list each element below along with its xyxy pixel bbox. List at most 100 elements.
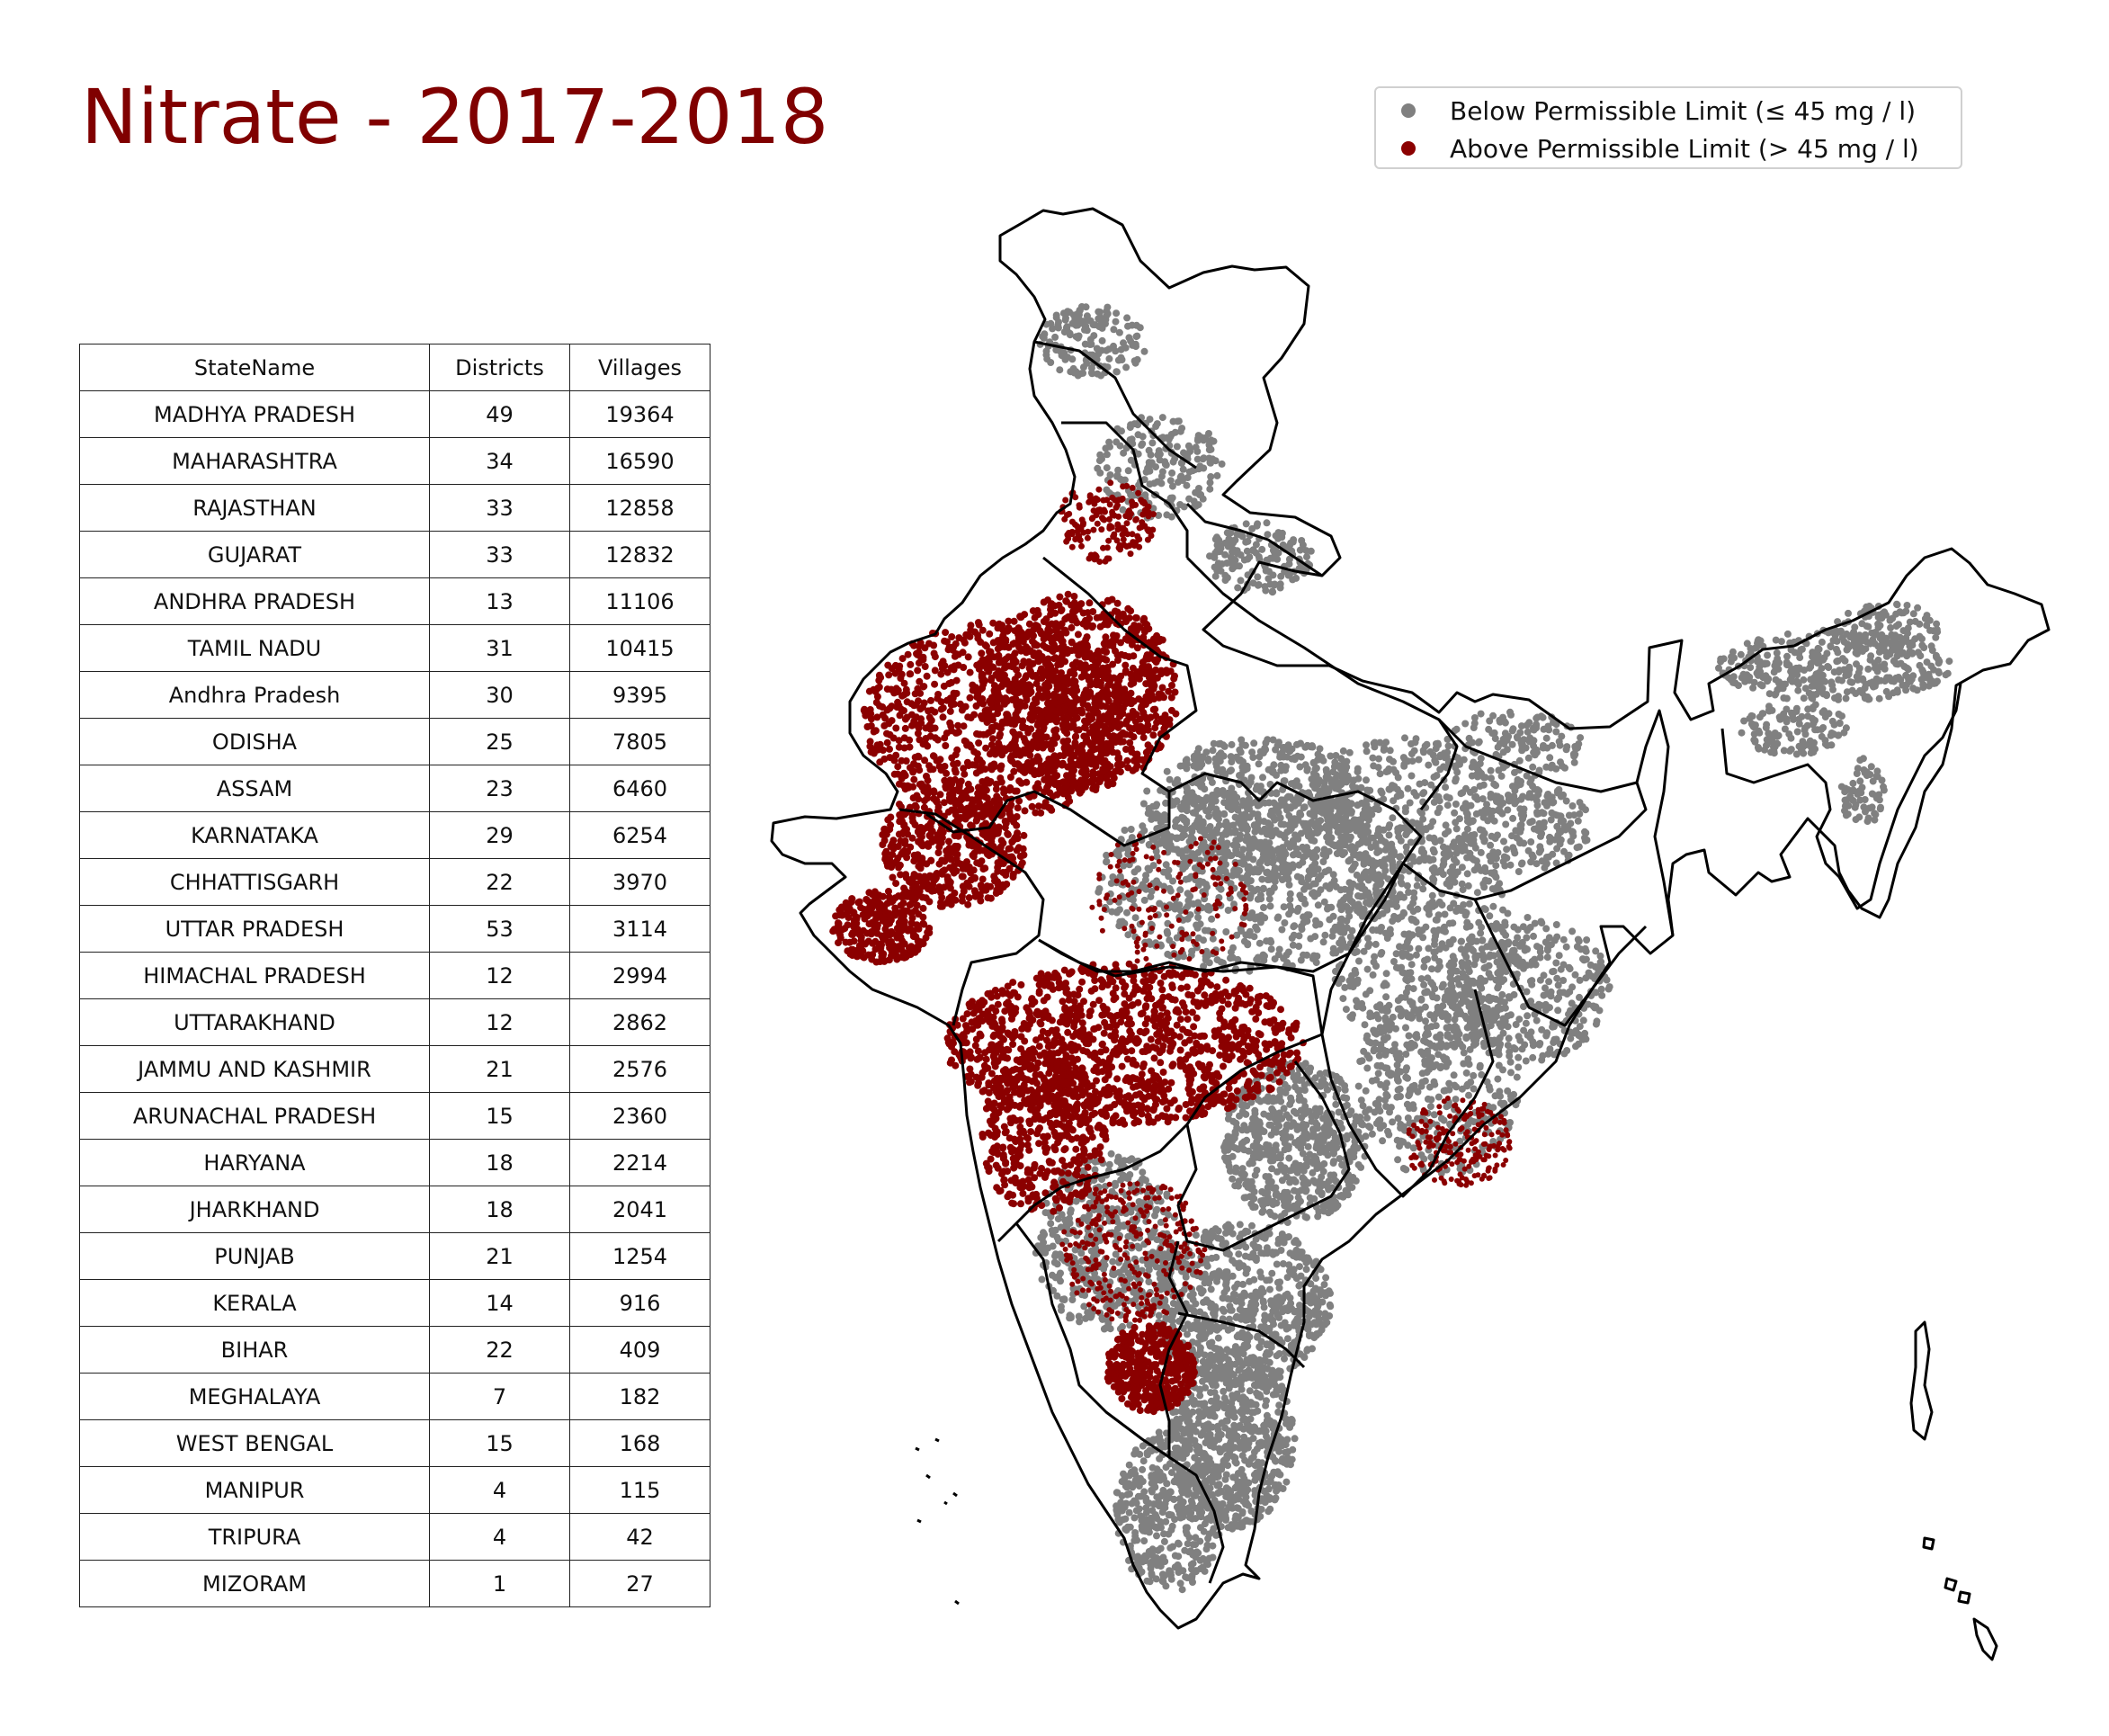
below-limit-point <box>1188 947 1196 955</box>
below-limit-point <box>1287 907 1295 915</box>
below-limit-point <box>1110 326 1118 334</box>
below-limit-point <box>1057 1302 1065 1311</box>
below-limit-point <box>1123 314 1131 322</box>
below-limit-point <box>1426 1011 1434 1019</box>
below-limit-point <box>1434 926 1443 934</box>
below-limit-point <box>1240 1229 1248 1237</box>
below-limit-point <box>1597 958 1605 966</box>
below-limit-point <box>1393 1136 1401 1144</box>
below-limit-point <box>1276 584 1284 592</box>
below-limit-point <box>1465 1091 1472 1099</box>
below-limit-point <box>1405 930 1413 938</box>
below-limit-point <box>1506 1052 1514 1060</box>
below-limit-point <box>1358 1057 1366 1065</box>
cell-districts: 33 <box>429 484 570 532</box>
below-limit-point <box>1351 966 1359 974</box>
below-limit-point <box>1291 1083 1299 1091</box>
below-limit-point <box>1527 1028 1535 1036</box>
below-limit-point <box>1117 345 1125 353</box>
below-limit-point <box>1449 953 1457 961</box>
below-limit-point <box>1327 1199 1335 1207</box>
below-limit-point <box>1325 847 1333 855</box>
below-limit-point <box>1168 469 1176 477</box>
below-limit-point <box>1375 871 1382 879</box>
below-limit-point <box>1103 857 1111 865</box>
below-limit-point <box>1489 952 1497 960</box>
below-limit-point <box>1076 1264 1084 1272</box>
below-limit-point <box>1272 746 1280 754</box>
below-limit-point <box>1526 924 1534 931</box>
below-limit-point <box>1377 1062 1385 1070</box>
below-limit-point <box>1368 1077 1376 1085</box>
below-limit-point <box>1579 1016 1587 1025</box>
below-limit-point <box>1143 787 1151 795</box>
below-limit-point <box>1184 902 1192 910</box>
below-limit-point <box>1178 813 1186 821</box>
below-limit-point <box>1205 959 1213 967</box>
below-limit-point <box>1180 762 1188 770</box>
below-limit-point <box>1293 908 1301 915</box>
below-limit-point <box>1290 923 1298 931</box>
below-limit-point <box>1128 435 1136 443</box>
below-limit-point <box>1121 827 1129 834</box>
below-limit-point <box>1256 1344 1264 1352</box>
below-limit-point <box>1075 309 1083 317</box>
below-limit-point <box>1262 739 1270 747</box>
below-limit-point <box>1132 343 1139 351</box>
table-row: MAHARASHTRA 34 16590 <box>79 437 710 485</box>
below-limit-point <box>1461 983 1469 991</box>
table-body: MADHYA PRADESH 49 19364 MAHARASHTRA 34 16590 R… <box>79 390 710 1607</box>
below-limit-point <box>1167 513 1175 521</box>
below-limit-point <box>1381 1084 1390 1092</box>
below-limit-point <box>1429 993 1437 1001</box>
below-limit-point <box>1348 1184 1356 1192</box>
below-limit-point <box>1193 447 1202 455</box>
below-limit-point <box>1366 1013 1374 1021</box>
below-limit-point <box>1139 800 1148 808</box>
below-limit-point <box>1576 1023 1584 1031</box>
below-limit-point <box>1251 1110 1259 1118</box>
below-limit-point <box>1388 1020 1395 1028</box>
below-limit-point <box>1368 1130 1376 1138</box>
below-limit-point <box>1357 892 1365 900</box>
below-limit-point <box>1345 977 1354 985</box>
below-limit-point <box>1063 323 1071 331</box>
below-limit-point <box>1472 1036 1480 1044</box>
below-limit-point <box>1462 908 1470 917</box>
below-limit-point <box>1399 1165 1407 1172</box>
below-limit-point <box>1209 455 1217 463</box>
legend-label-above: Above Permissible Limit (> 45 mg / l) <box>1450 133 1919 164</box>
below-limit-point <box>1145 1278 1153 1285</box>
below-limit-point <box>1567 1034 1575 1042</box>
below-limit-point <box>1247 1185 1256 1193</box>
below-limit-point <box>1263 519 1271 527</box>
below-limit-point <box>1038 1275 1046 1284</box>
below-limit-point <box>1430 948 1438 956</box>
below-limit-point <box>1387 1104 1395 1112</box>
below-limit-point <box>1207 445 1215 453</box>
below-limit-point <box>1206 438 1213 446</box>
below-limit-point <box>1240 556 1248 564</box>
below-limit-point <box>1553 974 1561 982</box>
below-limit-point <box>1403 881 1411 890</box>
below-limit-point <box>1107 1150 1115 1158</box>
below-limit-point <box>1113 1157 1122 1165</box>
below-limit-point <box>1449 919 1457 927</box>
below-limit-point <box>1303 1213 1310 1221</box>
below-limit-point <box>1191 801 1199 808</box>
below-limit-point <box>1271 550 1279 558</box>
below-limit-point <box>1428 965 1435 973</box>
below-limit-point <box>1266 902 1274 910</box>
below-limit-point <box>1499 1029 1507 1037</box>
below-limit-point <box>1242 821 1250 829</box>
below-limit-point <box>1144 464 1152 472</box>
below-limit-point <box>1464 1055 1472 1063</box>
below-limit-point <box>1321 931 1329 939</box>
below-limit-point <box>1522 1057 1530 1065</box>
below-limit-point <box>1451 1081 1459 1089</box>
below-limit-point <box>1366 987 1374 995</box>
below-limit-point <box>1592 1003 1600 1011</box>
below-limit-point <box>1552 959 1560 967</box>
below-limit-point <box>1476 982 1484 989</box>
below-limit-point <box>1157 472 1166 480</box>
